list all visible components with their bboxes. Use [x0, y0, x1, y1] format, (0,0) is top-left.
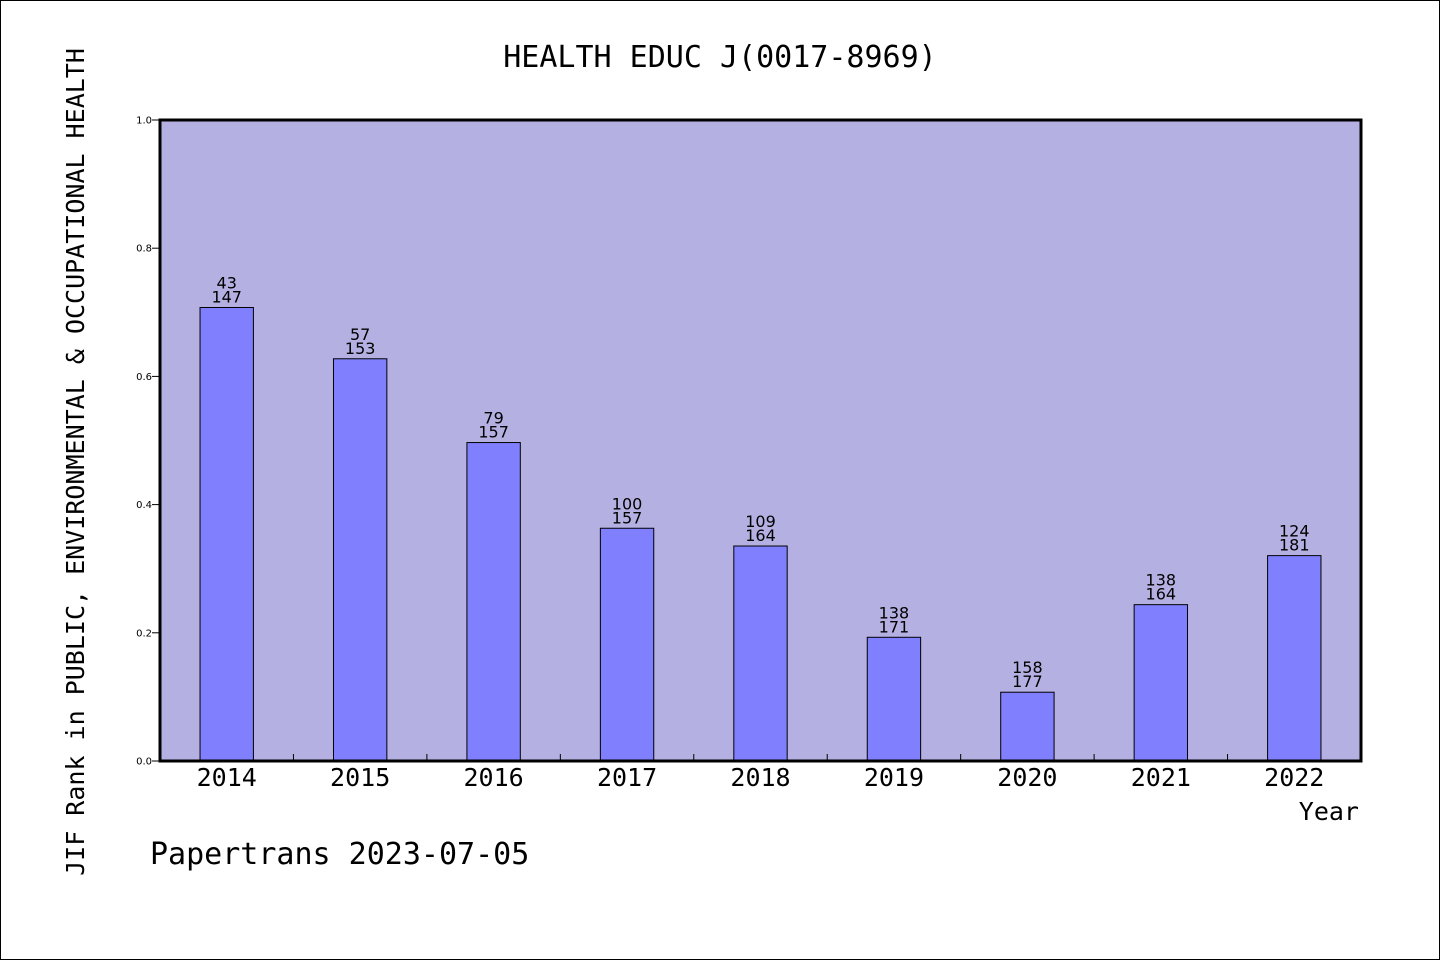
data-label-total: 153 — [345, 339, 376, 358]
x-tick-label: 2018 — [730, 763, 790, 792]
data-label-rank: 158 — [1012, 658, 1043, 677]
x-axis-label: Year — [1299, 797, 1359, 826]
data-label-total: 171 — [879, 617, 910, 636]
data-label-total: 157 — [478, 423, 509, 442]
bar — [733, 545, 788, 762]
data-label-rank: 57 — [350, 325, 370, 344]
x-axis: 2014 2015 2016 2017 2018 2019 2020 2021 2022 — [197, 754, 1324, 792]
bar — [332, 358, 388, 762]
x-tick-label: 2019 — [864, 763, 924, 792]
y-tick-label: 0.4 — [136, 500, 152, 511]
data-label-rank: 138 — [1146, 571, 1177, 590]
y-axis-label: JIF Rank in PUBLIC, ENVIRONMENTAL & OCCU… — [61, 48, 90, 876]
y-tick-label: 0.0 — [136, 757, 152, 768]
data-label-total: 164 — [1146, 585, 1177, 604]
y-tick-label: 0.8 — [136, 244, 152, 255]
data-label-rank: 100 — [612, 494, 643, 513]
bar — [466, 442, 521, 762]
data-label-total: 177 — [1012, 672, 1043, 691]
data-label-rank: 124 — [1279, 522, 1310, 541]
x-tick-label: 2017 — [597, 763, 657, 792]
data-label-total: 164 — [745, 526, 776, 545]
chart-title: HEALTH EDUC J(0017-8969) — [503, 40, 936, 75]
footer-text: Papertrans 2023-07-05 — [150, 837, 529, 872]
plot-border — [158, 118, 1363, 763]
y-tick-label: 0.6 — [136, 372, 152, 383]
y-axis: 0.0 0.2 0.4 0.6 0.8 1.0 — [136, 116, 160, 768]
bar — [1133, 604, 1189, 762]
data-label-rank: 138 — [879, 603, 910, 622]
data-label-total: 181 — [1279, 536, 1310, 555]
bars — [199, 306, 1322, 762]
bar — [1267, 555, 1322, 762]
x-tick-label: 2020 — [997, 763, 1057, 792]
x-tick-label: 2015 — [330, 763, 390, 792]
data-label-total: 147 — [211, 287, 242, 306]
data-label-total: 157 — [612, 508, 643, 527]
data-label-rank: 43 — [217, 273, 237, 292]
bar — [199, 306, 254, 762]
x-tick-label: 2021 — [1131, 763, 1191, 792]
data-label-rank: 109 — [745, 512, 776, 531]
x-tick-label: 2014 — [197, 763, 257, 792]
x-tick-label: 2022 — [1264, 763, 1324, 792]
data-label-rank: 79 — [483, 409, 503, 428]
bar — [866, 636, 922, 762]
y-tick-label: 0.2 — [136, 628, 152, 639]
bar — [599, 527, 655, 762]
x-tick-label: 2016 — [464, 763, 524, 792]
y-tick-label: 1.0 — [136, 116, 152, 127]
bar — [1000, 691, 1055, 762]
